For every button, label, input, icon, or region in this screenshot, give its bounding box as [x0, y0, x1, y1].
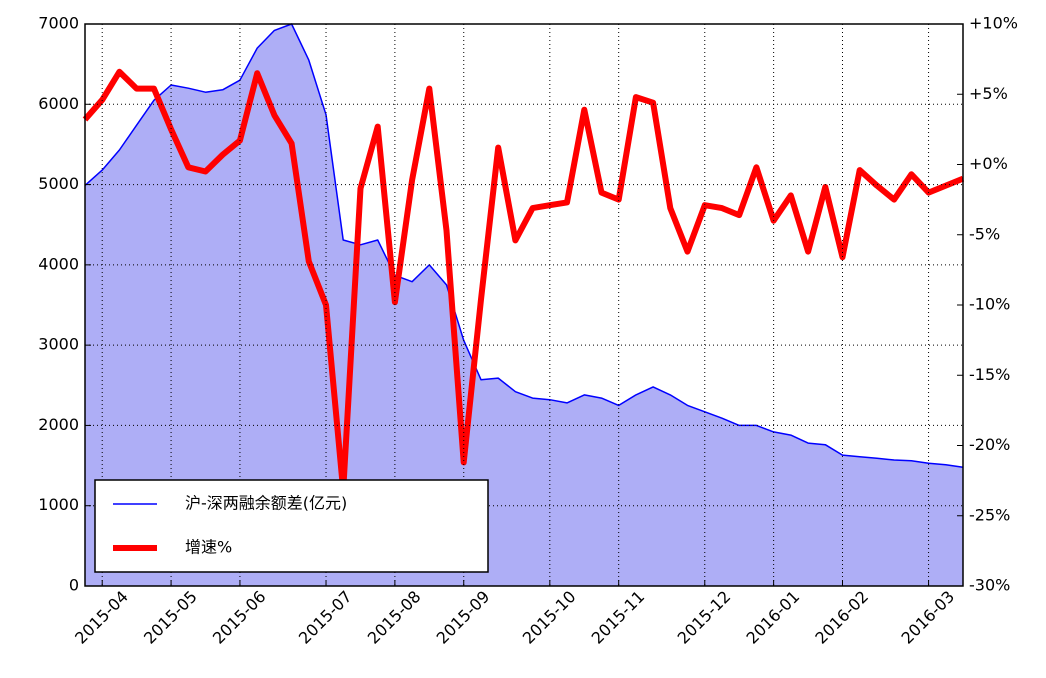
- y2-tick-label: +5%: [969, 84, 1008, 103]
- y-tick-label: 5000: [38, 174, 79, 193]
- y-tick-label: 3000: [38, 335, 79, 354]
- x-tick-label: 2015-11: [588, 587, 649, 648]
- legend-box: [94, 479, 489, 573]
- y2-tick-label: +10%: [969, 14, 1018, 33]
- y2-tick-label: -20%: [969, 435, 1010, 454]
- x-tick-label: 2015-05: [140, 587, 201, 648]
- y-tick-label: 1000: [38, 495, 79, 514]
- y2-tick-label: -25%: [969, 505, 1010, 524]
- legend-label: 沪-深两融余额差(亿元): [185, 494, 347, 513]
- y2-tick-label: -10%: [969, 295, 1010, 314]
- y-tick-label: 0: [69, 576, 79, 595]
- line: [82, 68, 965, 494]
- x-tick-label: 2015-04: [71, 587, 132, 648]
- y2-tick-label: -15%: [969, 365, 1010, 384]
- x-tick-label: 2015-09: [433, 587, 494, 648]
- line: [84, 23, 964, 468]
- x-tick-label: 2015-07: [295, 587, 356, 648]
- x-tick-label: 2015-12: [674, 587, 735, 648]
- area: [85, 24, 963, 586]
- y2-tick-label: +0%: [969, 154, 1008, 173]
- x-tick-label: 2015-10: [519, 587, 580, 648]
- y-tick-label: 7000: [38, 14, 79, 33]
- y2-tick-label: -30%: [969, 576, 1010, 595]
- x-tick-label: 2015-06: [209, 587, 270, 648]
- x-tick-label: 2016-02: [811, 587, 872, 648]
- x-tick-label: 2016-03: [898, 587, 959, 648]
- plot-frame: [84, 23, 964, 587]
- y-tick-label: 2000: [38, 415, 79, 434]
- legend-label: 增速%: [185, 538, 232, 557]
- y-tick-label: 6000: [38, 94, 79, 113]
- x-tick-label: 2015-08: [364, 587, 425, 648]
- x-tick-label: 2016-01: [743, 587, 804, 648]
- y-tick-label: 4000: [38, 254, 79, 273]
- y2-tick-label: -5%: [969, 224, 1000, 243]
